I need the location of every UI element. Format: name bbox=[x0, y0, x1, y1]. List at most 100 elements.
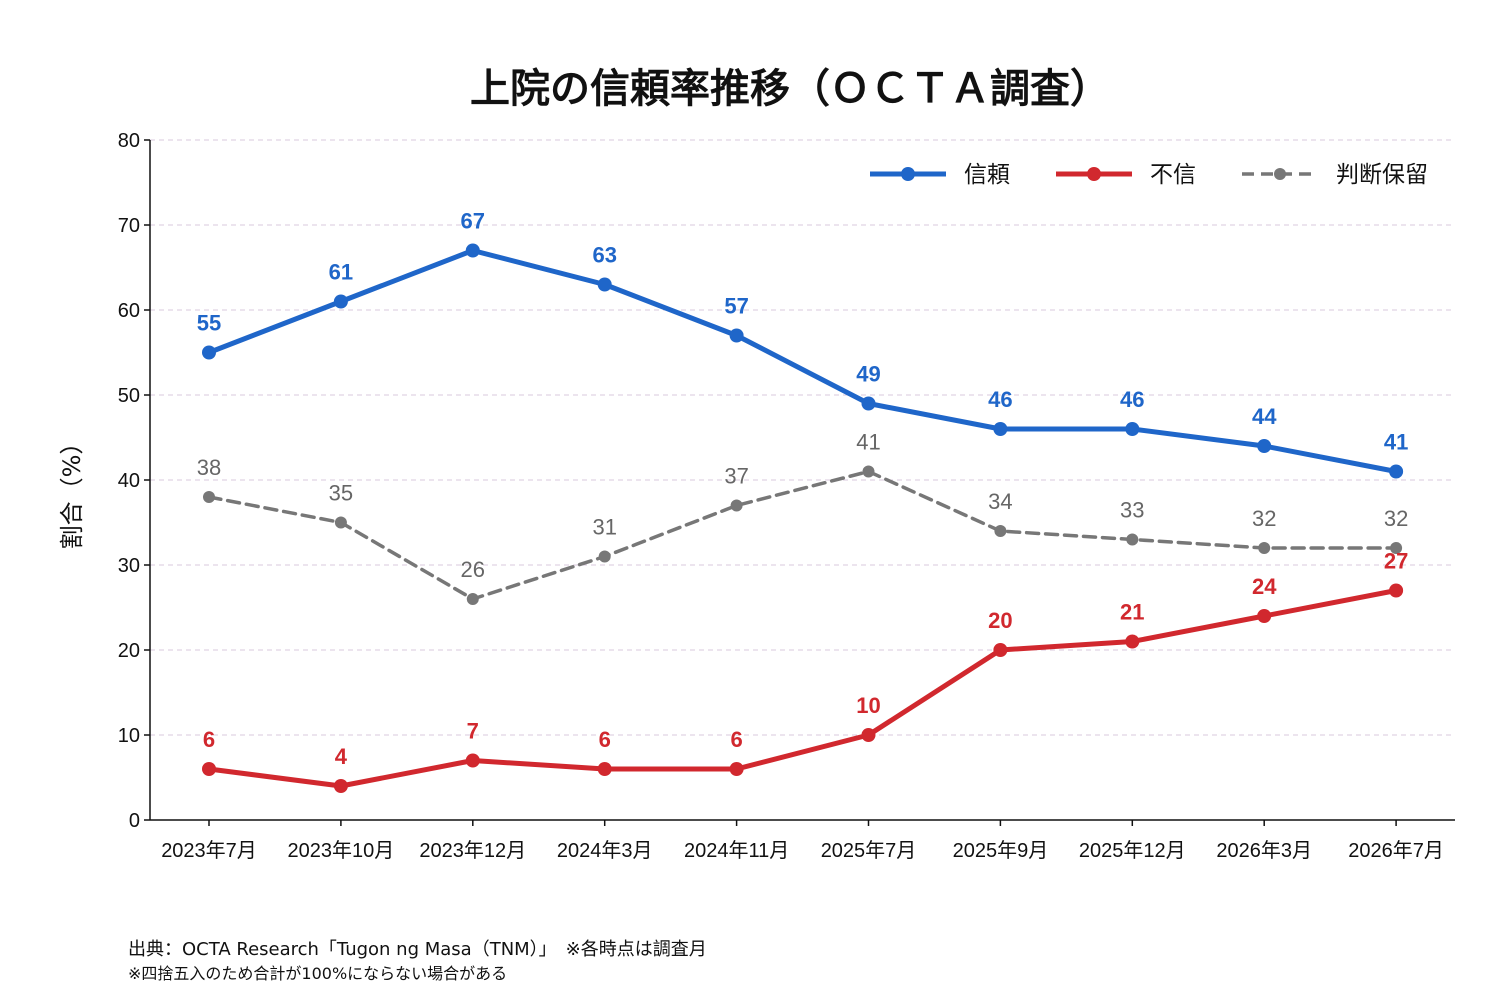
x-tick-label: 2023年12月 bbox=[419, 839, 526, 862]
data-label: 6 bbox=[203, 727, 215, 752]
x-tick-label: 2024年11月 bbox=[684, 839, 789, 862]
legend-label: 不信 bbox=[1150, 162, 1196, 188]
data-label: 6 bbox=[730, 727, 742, 752]
data-label: 32 bbox=[1252, 506, 1276, 531]
source-note: 出典：OCTA Research「Tugon ng Masa（TNM）」 ※各時… bbox=[128, 939, 707, 960]
data-point bbox=[862, 465, 875, 478]
data-label: 20 bbox=[988, 608, 1012, 633]
x-tick-label: 2026年3月 bbox=[1216, 839, 1312, 862]
data-point bbox=[333, 294, 348, 309]
y-tick-label: 30 bbox=[118, 555, 140, 577]
data-point bbox=[598, 550, 611, 563]
data-label: 44 bbox=[1252, 404, 1277, 429]
data-label: 27 bbox=[1384, 549, 1408, 574]
data-point bbox=[597, 277, 612, 292]
data-point bbox=[1258, 542, 1271, 554]
data-point bbox=[994, 525, 1007, 537]
data-point bbox=[466, 593, 479, 605]
data-label: 32 bbox=[1384, 506, 1408, 531]
rounding-note: ※四捨五入のため合計が100%にならない場合がある bbox=[128, 964, 507, 983]
data-point bbox=[203, 491, 215, 503]
data-point bbox=[861, 396, 876, 411]
data-label: 41 bbox=[856, 430, 880, 455]
data-label: 31 bbox=[592, 515, 616, 540]
data-label: 35 bbox=[329, 481, 353, 506]
series-line bbox=[207, 469, 1398, 601]
data-point bbox=[861, 728, 876, 742]
data-point bbox=[202, 762, 216, 776]
data-label: 34 bbox=[988, 489, 1012, 514]
x-axis-ticks: 2023年7月 2023年10月 2023年12月 2024年3月 2024年11月 20… bbox=[161, 820, 1444, 862]
data-point bbox=[334, 516, 347, 529]
data-label: 26 bbox=[461, 557, 485, 582]
legend-item: 不信 bbox=[1056, 162, 1196, 188]
legend-item: 判断保留 bbox=[1242, 162, 1428, 188]
x-tick-label: 2023年7月 bbox=[161, 839, 257, 862]
y-tick-label: 80 bbox=[118, 130, 140, 152]
data-point bbox=[1125, 422, 1140, 436]
data-point bbox=[1126, 533, 1139, 546]
x-tick-label: 2024年3月 bbox=[557, 839, 653, 862]
data-label: 67 bbox=[461, 209, 485, 234]
data-point bbox=[1257, 439, 1272, 453]
data-label: 4 bbox=[335, 744, 348, 769]
data-label: 63 bbox=[592, 243, 616, 268]
series-line bbox=[206, 588, 1399, 789]
legend-marker bbox=[901, 167, 915, 181]
data-point bbox=[1390, 542, 1403, 554]
data-point bbox=[1257, 609, 1272, 623]
data-label: 21 bbox=[1120, 600, 1144, 625]
data-point bbox=[1389, 464, 1404, 479]
y-tick-label: 10 bbox=[118, 725, 140, 747]
data-point bbox=[993, 643, 1008, 657]
data-point bbox=[1389, 583, 1404, 598]
legend-label: 判断保留 bbox=[1336, 162, 1428, 188]
data-point bbox=[465, 753, 480, 768]
grid-lines bbox=[150, 139, 1455, 736]
y-tick-label: 60 bbox=[118, 300, 140, 322]
data-label: 7 bbox=[467, 719, 479, 744]
data-label: 46 bbox=[988, 387, 1012, 412]
legend-label: 信頼 bbox=[964, 162, 1010, 188]
data-label: 37 bbox=[724, 464, 748, 489]
data-point bbox=[729, 762, 744, 776]
x-tick-label: 2025年7月 bbox=[821, 839, 917, 862]
chart-title: 上院の信頼率推移（ＯＣＴＡ調査） bbox=[470, 66, 1110, 112]
series-trust: 55 61 67 63 57 49 46 46 44 41 bbox=[197, 209, 1408, 479]
data-label: 6 bbox=[599, 727, 611, 752]
series-layer: 38 35 26 31 37 41 34 33 32 32 6 4 7 6 6 10 20 21 24 27 55 61 6… bbox=[197, 209, 1408, 793]
y-tick-label: 50 bbox=[118, 385, 140, 407]
x-tick-label: 2026年7月 bbox=[1348, 839, 1444, 862]
data-label: 24 bbox=[1252, 574, 1277, 599]
x-tick-label: 2025年12月 bbox=[1079, 839, 1186, 862]
data-label: 10 bbox=[856, 693, 880, 718]
legend-item: 信頼 bbox=[870, 162, 1010, 188]
series-undecided: 38 35 26 31 37 41 34 33 32 32 bbox=[197, 430, 1408, 605]
y-tick-label: 70 bbox=[118, 215, 140, 237]
data-point bbox=[993, 422, 1008, 436]
y-axis-ticks: 0 10 20 30 40 50 60 70 80 bbox=[118, 130, 150, 832]
data-label: 57 bbox=[724, 294, 748, 319]
data-label: 41 bbox=[1384, 430, 1408, 455]
data-point bbox=[202, 345, 216, 360]
data-label: 38 bbox=[197, 455, 221, 480]
data-label: 33 bbox=[1120, 498, 1144, 523]
data-point bbox=[597, 762, 612, 776]
y-axis-label: 割合（%） bbox=[58, 431, 86, 550]
data-point bbox=[333, 779, 348, 793]
data-point bbox=[730, 499, 743, 512]
series-distrust: 6 4 7 6 6 10 20 21 24 27 bbox=[202, 549, 1408, 793]
data-point bbox=[729, 328, 744, 343]
data-label: 46 bbox=[1120, 387, 1144, 412]
data-label: 61 bbox=[329, 260, 353, 285]
data-point bbox=[1125, 634, 1140, 649]
legend-marker bbox=[1087, 167, 1101, 181]
x-tick-label: 2025年9月 bbox=[953, 839, 1049, 862]
y-tick-label: 40 bbox=[118, 470, 140, 492]
series-line bbox=[206, 248, 1399, 474]
legend-marker bbox=[1274, 168, 1286, 180]
data-point bbox=[465, 243, 480, 258]
data-label: 49 bbox=[856, 362, 880, 387]
x-tick-label: 2023年10月 bbox=[288, 839, 395, 862]
